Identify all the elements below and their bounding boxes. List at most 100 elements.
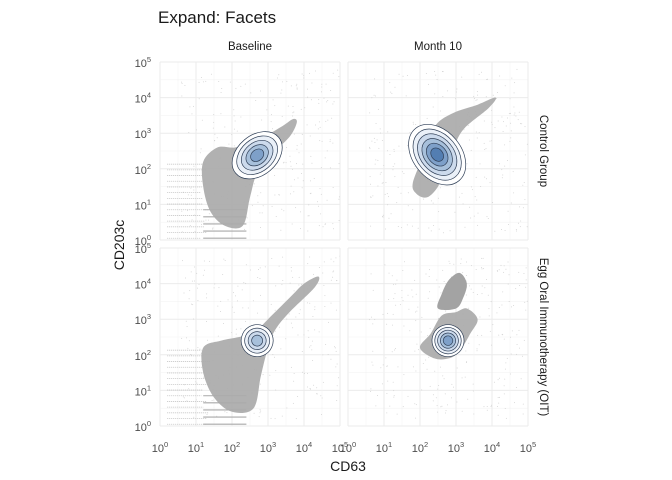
x-tick-label: 104 — [484, 440, 500, 455]
scatter-point — [319, 126, 321, 128]
scatter-point — [281, 115, 283, 117]
scatter-point — [302, 163, 304, 165]
scatter-point — [292, 276, 294, 278]
scatter-point — [403, 172, 405, 174]
scatter-point — [212, 227, 214, 229]
scatter-point — [420, 331, 422, 333]
scatter-point — [322, 272, 324, 274]
column-strip-label: Month 10 — [414, 41, 462, 53]
scatter-point — [322, 381, 324, 383]
scatter-point — [334, 346, 336, 348]
scatter-point — [211, 399, 213, 401]
scatter-point — [253, 183, 255, 185]
scatter-point — [411, 289, 413, 291]
scatter-point — [391, 351, 393, 353]
density-contour — [251, 334, 264, 347]
scatter-point — [462, 272, 464, 274]
scatter-point — [319, 188, 321, 190]
scatter-point — [286, 81, 288, 83]
scatter-point — [330, 358, 332, 360]
scatter-point — [508, 113, 510, 115]
scatter-point — [438, 384, 440, 386]
column-strip-label: Baseline — [228, 41, 272, 53]
scatter-point — [486, 405, 488, 407]
scatter-point — [412, 123, 414, 125]
scatter-point — [496, 312, 498, 314]
scatter-point — [369, 112, 371, 114]
scatter-point — [472, 383, 474, 385]
scatter-point — [369, 146, 371, 148]
scatter-point — [456, 88, 458, 90]
scatter-point — [181, 231, 183, 233]
scatter-point — [415, 370, 417, 372]
scatter-point — [433, 225, 435, 227]
scatter-point — [281, 208, 283, 210]
scatter-point — [372, 289, 374, 291]
scatter-point — [326, 101, 328, 103]
scatter-point — [233, 311, 235, 313]
scatter-point — [428, 227, 430, 229]
scatter-point — [292, 327, 294, 329]
scatter-point — [203, 376, 205, 378]
scatter-point — [191, 280, 193, 282]
scatter-point — [310, 155, 312, 157]
x-tick-label: 105 — [332, 440, 348, 455]
scatter-point — [478, 132, 480, 134]
scatter-point — [481, 293, 483, 295]
scatter-point — [491, 121, 493, 123]
scatter-point — [519, 206, 521, 208]
scatter-point — [508, 274, 510, 276]
scatter-point — [400, 192, 402, 194]
y-tick-label: 105 — [135, 241, 151, 256]
scatter-point — [286, 407, 288, 409]
scatter-point — [371, 361, 373, 363]
scatter-point — [304, 107, 306, 109]
scatter-point — [386, 193, 388, 195]
scatter-point — [481, 334, 483, 336]
scatter-point — [432, 400, 434, 402]
scatter-point — [435, 74, 437, 76]
scatter-point — [333, 101, 335, 103]
scatter-point — [374, 95, 376, 97]
scatter-point — [404, 261, 406, 263]
scatter-point — [511, 77, 513, 79]
y-tick-label: 100 — [135, 233, 151, 248]
scatter-point — [393, 284, 395, 286]
scatter-point — [501, 333, 503, 335]
scatter-point — [473, 413, 475, 415]
scatter-point — [281, 415, 283, 417]
scatter-point — [522, 207, 524, 209]
scatter-point — [498, 402, 500, 404]
scatter-point — [297, 177, 299, 179]
scatter-point — [412, 209, 414, 211]
scatter-point — [293, 380, 295, 382]
scatter-point — [289, 161, 291, 163]
scatter-point — [206, 414, 208, 416]
scatter-point — [435, 397, 437, 399]
scatter-point — [300, 283, 302, 285]
facet-panel — [159, 61, 341, 241]
scatter-point — [517, 119, 519, 121]
scatter-point — [401, 290, 403, 292]
scatter-point — [396, 279, 398, 281]
scatter-point — [412, 296, 414, 298]
scatter-point — [233, 128, 235, 130]
scatter-point — [449, 262, 451, 264]
x-tick-label: 105 — [520, 440, 536, 455]
scatter-point — [300, 143, 302, 145]
scatter-point — [507, 223, 509, 225]
scatter-point — [412, 366, 414, 368]
scatter-point — [382, 216, 384, 218]
scatter-point — [302, 180, 304, 182]
scatter-point — [264, 266, 266, 268]
scatter-point — [484, 176, 486, 178]
scatter-point — [193, 189, 195, 191]
scatter-point — [476, 199, 478, 201]
scatter-point — [485, 96, 487, 98]
scatter-point — [391, 275, 393, 277]
scatter-point — [293, 133, 295, 135]
scatter-point — [513, 114, 515, 116]
scatter-point — [513, 304, 515, 306]
scatter-point — [476, 137, 478, 139]
scatter-point — [333, 261, 335, 263]
